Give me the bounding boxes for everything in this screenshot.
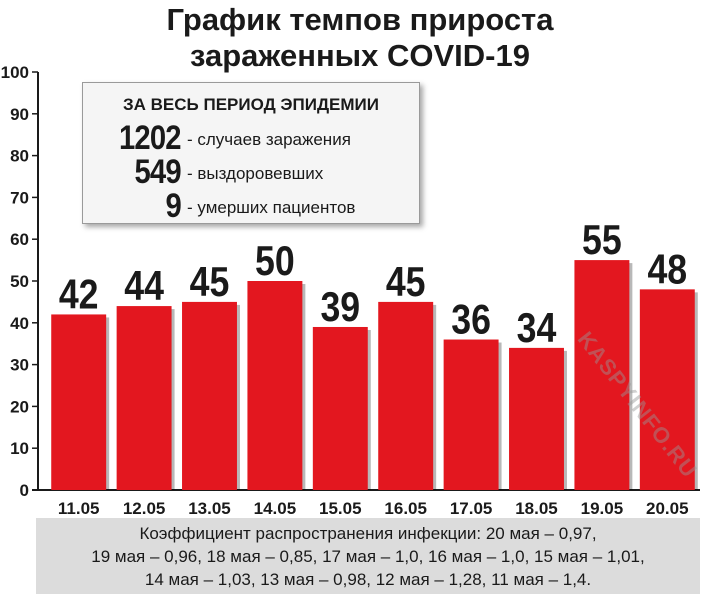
bar bbox=[574, 260, 630, 490]
data-label: 45 bbox=[190, 259, 230, 305]
y-tick-label: 20 bbox=[10, 397, 29, 416]
chart-title-text: График темпов прироста зараженных COVID-… bbox=[166, 2, 554, 73]
y-tick-label: 80 bbox=[10, 147, 29, 166]
x-tick-label: 11.05 bbox=[58, 499, 100, 518]
x-tick-label: 19.05 bbox=[581, 499, 624, 518]
x-tick-label: 17.05 bbox=[450, 499, 493, 518]
coefficient-footer: Коэффициент распространения инфекции: 20… bbox=[36, 518, 700, 594]
x-tick-label: 14.05 bbox=[254, 499, 297, 518]
stat-recovered-value: 549 bbox=[134, 153, 182, 191]
x-tick-label: 20.05 bbox=[646, 499, 689, 518]
coefficient-text: Коэффициент распространения инфекции: 20… bbox=[91, 524, 645, 589]
chart-title: График темпов прироста зараженных COVID-… bbox=[0, 2, 720, 74]
bar bbox=[116, 306, 172, 490]
data-label: 42 bbox=[59, 272, 99, 318]
data-label: 50 bbox=[255, 238, 295, 284]
stat-cases: 1202 - случаев заражения bbox=[83, 121, 419, 155]
x-tick-label: 13.05 bbox=[188, 499, 231, 518]
y-tick-label: 60 bbox=[10, 230, 29, 249]
data-label: 39 bbox=[320, 284, 360, 330]
bar bbox=[378, 301, 434, 490]
y-tick-label: 10 bbox=[10, 439, 29, 458]
stat-recovered-label: - выздоровевших bbox=[187, 164, 324, 183]
bar bbox=[509, 347, 564, 490]
summary-box: ЗА ВЕСЬ ПЕРИОД ЭПИДЕМИИ 1202 - случаев з… bbox=[82, 82, 420, 224]
data-label: 55 bbox=[582, 217, 622, 263]
bar bbox=[639, 289, 695, 490]
x-tick-label: 16.05 bbox=[384, 499, 427, 518]
data-label: 34 bbox=[517, 305, 557, 351]
data-label: 44 bbox=[124, 263, 164, 309]
x-tick-label: 15.05 bbox=[319, 499, 362, 518]
stat-recovered: 549 - выздоровевших bbox=[83, 155, 419, 189]
data-label: 48 bbox=[647, 247, 687, 293]
y-tick-label: 30 bbox=[10, 356, 29, 375]
bar bbox=[182, 301, 237, 490]
y-tick-label: 90 bbox=[10, 105, 29, 124]
stat-cases-value: 1202 bbox=[119, 119, 181, 157]
stat-deaths-label: - умерших пациентов bbox=[187, 198, 356, 217]
y-tick-label: 0 bbox=[20, 481, 29, 500]
y-tick-label: 40 bbox=[10, 314, 29, 333]
data-label: 45 bbox=[386, 259, 426, 305]
bar bbox=[312, 326, 368, 490]
x-tick-label: 18.05 bbox=[515, 499, 558, 518]
summary-title: ЗА ВЕСЬ ПЕРИОД ЭПИДЕМИИ bbox=[122, 95, 379, 114]
y-tick-label: 50 bbox=[10, 272, 29, 291]
y-tick-label: 70 bbox=[10, 188, 29, 207]
data-label: 36 bbox=[451, 297, 491, 343]
bar bbox=[247, 281, 303, 490]
stat-deaths: 9 - умерших пациентов bbox=[83, 189, 419, 223]
y-tick-label: 100 bbox=[1, 63, 29, 82]
stat-cases-label: - случаев заражения bbox=[187, 130, 351, 149]
bar bbox=[443, 339, 499, 490]
stat-deaths-value: 9 bbox=[165, 187, 182, 225]
bar bbox=[51, 314, 107, 490]
x-tick-label: 12.05 bbox=[123, 499, 166, 518]
